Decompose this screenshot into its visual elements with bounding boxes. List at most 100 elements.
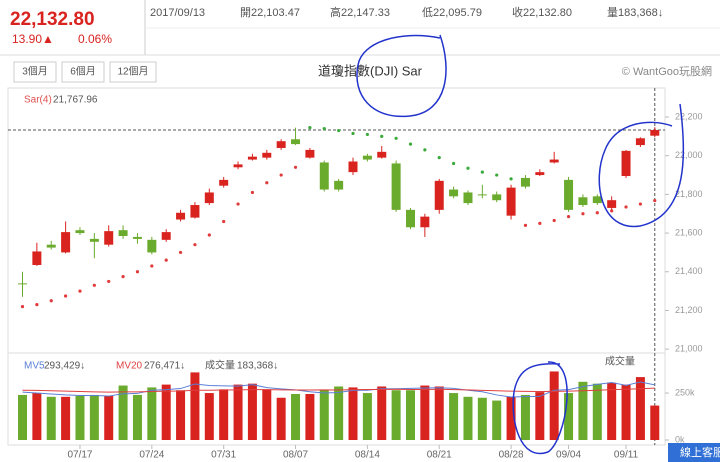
sar-dot	[365, 132, 369, 137]
chart-title: 道瓊指數(DJI) Sar	[318, 63, 423, 78]
sar-dot	[337, 128, 341, 133]
volume-bar	[434, 386, 444, 440]
sar-dot	[78, 289, 82, 293]
candle-body	[650, 130, 660, 136]
legend-name: 成交量	[205, 359, 235, 372]
volume-bar	[262, 389, 272, 440]
volume-bar	[420, 385, 430, 440]
candle-body	[391, 163, 401, 210]
sar-dot	[581, 212, 585, 216]
candle-body	[592, 196, 602, 204]
legend-value: 293,429↓	[44, 361, 85, 372]
volume-bar	[32, 393, 42, 440]
y-tick-label: 21,200	[675, 305, 703, 315]
candle-body	[492, 194, 502, 201]
volume-bar	[377, 386, 387, 440]
volume-bar	[305, 393, 315, 440]
sar-label: Sar(4)	[24, 95, 52, 106]
sar-dot	[222, 219, 226, 224]
volume-bar	[61, 396, 71, 440]
range-label[interactable]: 6個月	[70, 65, 96, 78]
volume-bar	[391, 390, 401, 440]
candle-body	[463, 192, 473, 204]
support-button[interactable]	[668, 443, 720, 462]
range-button[interactable]	[13, 61, 57, 83]
sar-dot	[207, 233, 211, 237]
support-label[interactable]: 線上客服	[680, 445, 720, 459]
y-tick-label: 21,600	[675, 227, 703, 237]
y-tick-label: 0k	[675, 434, 685, 444]
candle-body	[477, 194, 487, 196]
volume-bar	[161, 384, 171, 440]
annotation-circle	[512, 361, 568, 455]
candle-body	[233, 164, 243, 168]
sar-dot	[437, 156, 441, 160]
candle-body	[75, 230, 85, 234]
sar-dot	[35, 303, 39, 307]
sar-dot	[308, 126, 312, 130]
quote-close: 收22,132.80	[512, 5, 572, 19]
candle-body	[291, 139, 301, 145]
range-button[interactable]	[109, 61, 157, 83]
volume-bar	[362, 393, 372, 440]
sar-dot	[92, 283, 96, 287]
volume-bar	[449, 393, 459, 440]
y-tick-label: 250k	[675, 387, 695, 397]
candle-body	[161, 232, 171, 240]
range-button[interactable]	[61, 61, 105, 83]
sar-dot	[351, 131, 355, 136]
candle-body	[334, 180, 344, 190]
sar-dot	[193, 243, 197, 247]
sar-dot	[509, 177, 513, 181]
volume-bar	[89, 394, 99, 440]
sar-dot	[495, 173, 499, 177]
ma-line	[22, 387, 655, 393]
y-tick-label: 22,000	[675, 150, 703, 160]
x-tick-label: 07/17	[67, 450, 92, 461]
sar-dot	[380, 134, 384, 138]
candle-body	[89, 238, 99, 242]
sar-dot	[265, 181, 269, 185]
volume-bar	[477, 397, 487, 440]
volume-bar	[348, 387, 358, 440]
candle-body	[319, 162, 329, 190]
sar-dot	[552, 218, 556, 223]
sar-dot	[49, 299, 53, 303]
x-tick-label: 08/21	[427, 450, 452, 461]
volume-bar	[291, 393, 301, 440]
x-tick-label: 07/31	[211, 450, 236, 461]
volume-bar	[132, 394, 142, 440]
ma-line	[22, 381, 655, 398]
sar-dot	[164, 258, 168, 262]
candle-body	[32, 251, 42, 265]
volume-bar	[190, 372, 200, 440]
y-tick-label: 21,400	[675, 266, 703, 276]
volume-bar	[104, 395, 114, 440]
candle-body	[118, 230, 128, 236]
percent: 0.06%	[78, 32, 112, 46]
sar-dot	[610, 209, 614, 213]
quote-low: 低22,095.79	[422, 6, 482, 19]
candle-body	[535, 172, 545, 176]
sar-dot	[322, 127, 326, 131]
sar-dot	[523, 223, 528, 227]
legend-value: 276,471↓	[144, 361, 185, 372]
range-label[interactable]: 3個月	[22, 65, 48, 78]
candle-body	[46, 244, 56, 248]
sar-dot	[293, 165, 298, 169]
volume-bar	[319, 390, 329, 440]
change: 13.90▲	[12, 32, 54, 46]
volume-bar	[492, 400, 502, 440]
candle-body	[262, 152, 272, 158]
volume-bar	[405, 390, 415, 440]
sar-dot	[135, 270, 140, 274]
legend-value: 183,368↓	[237, 361, 278, 372]
candle-body	[247, 156, 257, 160]
marks: 21,000 21,200 21,400 21,600 21,800 22,000 22,2…	[8, 88, 703, 461]
range-label[interactable]: 12個月	[117, 65, 148, 78]
volume-panel	[7, 352, 666, 446]
sar-dot	[64, 294, 68, 298]
candle-body	[276, 141, 286, 148]
volume-bar	[592, 383, 602, 440]
